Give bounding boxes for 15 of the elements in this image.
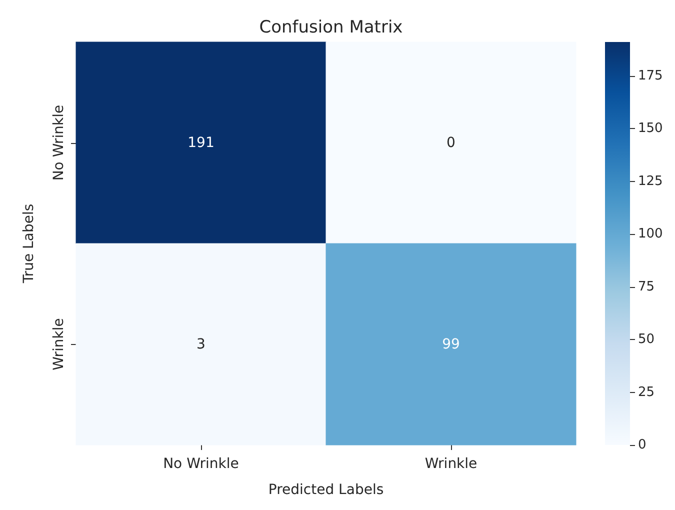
data-label: 3 [196, 336, 206, 352]
data-label: 191 [188, 134, 214, 151]
color-bar-label: 100 [638, 226, 663, 242]
data-label: 99 [442, 336, 460, 352]
color-bar-label: 50 [638, 332, 655, 348]
color-bar-label: 0 [638, 438, 646, 452]
y-axis-title: True Labels [21, 204, 37, 284]
color-bar-label: 150 [638, 121, 663, 136]
color-bar-label: 75 [638, 279, 655, 294]
color-bar-label: 25 [638, 384, 655, 400]
color-bar-label: 125 [638, 174, 663, 189]
color-bar-label: 175 [638, 68, 663, 84]
data-label: 0 [446, 134, 456, 151]
chart-title: Confusion Matrix [259, 18, 403, 38]
x-axis-title: Predicted Labels [268, 482, 384, 498]
